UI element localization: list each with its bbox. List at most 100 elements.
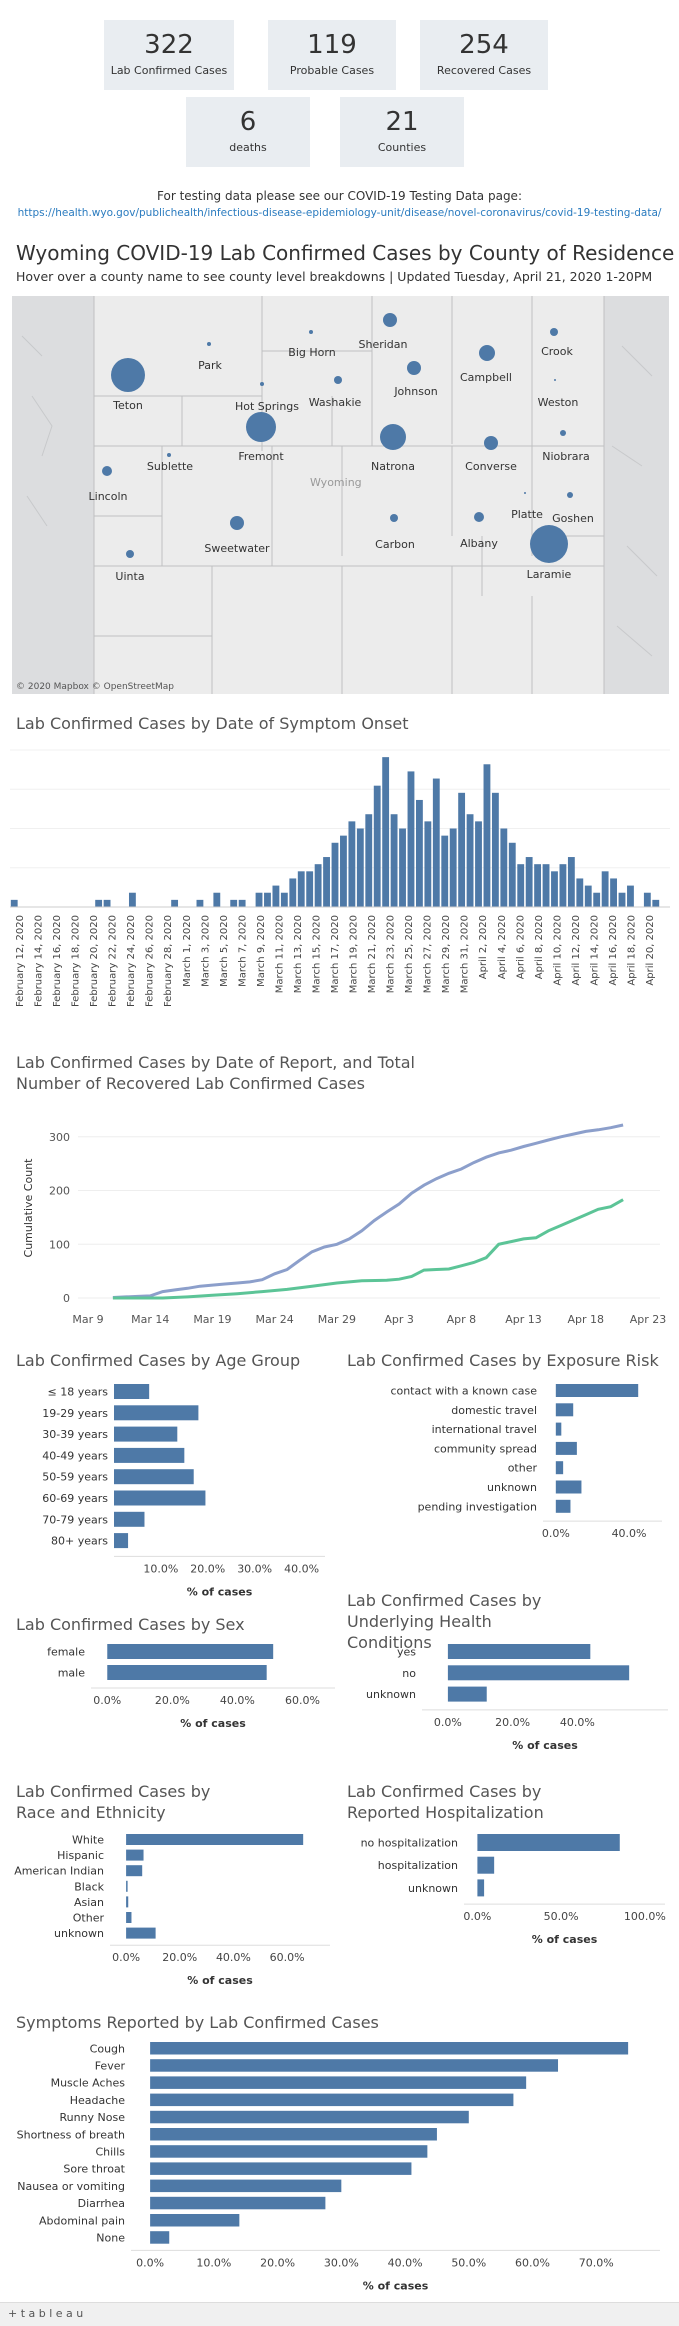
bar[interactable] <box>114 1405 199 1421</box>
bar[interactable] <box>643 892 651 907</box>
bar[interactable] <box>297 871 305 907</box>
bar[interactable] <box>356 828 364 908</box>
bar[interactable] <box>306 871 314 907</box>
county-marker-goshen[interactable] <box>567 492 573 498</box>
bar[interactable] <box>477 1879 485 1897</box>
race-ethnicity-chart[interactable]: White Hispanic American Indian Black Asian Ot… <box>0 1830 335 2010</box>
county-marker-campbell[interactable] <box>479 345 495 361</box>
bar[interactable] <box>508 842 516 907</box>
health-conditions-chart[interactable]: yes no unknown 0.0% 20.0% 40.0% % of cases <box>340 1640 670 1770</box>
bar[interactable] <box>114 1490 206 1506</box>
county-marker-big-horn[interactable] <box>309 330 313 334</box>
bar[interactable] <box>150 2179 342 2193</box>
bar[interactable] <box>555 1403 574 1417</box>
bar[interactable] <box>365 814 373 907</box>
bar[interactable] <box>126 1880 128 1892</box>
map-markers[interactable]: Sheridan Crook Park Big Horn Campbell Teton Jo… <box>89 313 594 583</box>
bar[interactable] <box>432 778 440 907</box>
bar[interactable] <box>150 2042 629 2055</box>
bar[interactable] <box>483 764 491 907</box>
bar[interactable] <box>114 1426 178 1442</box>
bar[interactable] <box>399 828 406 908</box>
symptom-onset-chart[interactable]: February 12, 2020 February 14, 2020 Februa… <box>10 742 670 1014</box>
county-marker-sweetwater[interactable] <box>230 516 244 530</box>
sex-chart[interactable]: female male 0.0% 20.0% 40.0% 60.0% % of cases <box>0 1640 335 1760</box>
age-group-chart[interactable]: ≤ 18 years 19-29 years 30-39 years 40-49 ye… <box>0 1380 335 1600</box>
bar[interactable] <box>171 899 179 907</box>
bar[interactable] <box>264 892 271 907</box>
bar[interactable] <box>289 878 297 907</box>
bar[interactable] <box>567 857 575 907</box>
bar[interactable] <box>517 864 525 907</box>
bar[interactable] <box>114 1533 129 1549</box>
bar[interactable] <box>126 1849 144 1861</box>
bar[interactable] <box>555 1441 577 1455</box>
series-line-0[interactable] <box>112 1123 624 1299</box>
bar[interactable] <box>424 821 432 907</box>
bar[interactable] <box>477 1856 495 1874</box>
bar[interactable] <box>150 2231 170 2244</box>
bar[interactable] <box>466 814 474 907</box>
bar[interactable] <box>447 1686 487 1702</box>
county-marker-park[interactable] <box>207 342 211 346</box>
county-marker-carbon[interactable] <box>390 514 398 522</box>
bar[interactable] <box>128 892 136 907</box>
hospitalization-chart[interactable]: no hospitalization hospitalization unknown… <box>340 1830 670 1970</box>
bar[interactable] <box>555 1499 571 1513</box>
bar[interactable] <box>114 1384 150 1399</box>
bar[interactable] <box>618 892 626 907</box>
county-marker-platte[interactable] <box>524 492 526 494</box>
bar[interactable] <box>272 885 280 907</box>
bar[interactable] <box>314 864 322 907</box>
testing-data-link[interactable]: https://health.wyo.gov/publichealth/infe… <box>17 207 662 219</box>
bar[interactable] <box>196 899 204 907</box>
bar[interactable] <box>555 1422 562 1436</box>
bar[interactable] <box>150 2110 469 2124</box>
bar[interactable] <box>555 1461 564 1475</box>
bar[interactable] <box>559 864 567 907</box>
county-marker-converse[interactable] <box>484 436 498 450</box>
bar[interactable] <box>415 799 423 907</box>
series-line-1[interactable] <box>112 1198 624 1300</box>
bar[interactable] <box>475 821 482 907</box>
bar[interactable] <box>213 892 221 907</box>
bar[interactable] <box>280 892 288 907</box>
bar[interactable] <box>348 821 356 907</box>
bar[interactable] <box>114 1447 185 1463</box>
bar[interactable] <box>150 2128 437 2141</box>
county-marker-crook[interactable] <box>550 328 558 336</box>
bar[interactable] <box>95 899 103 907</box>
bar[interactable] <box>555 1480 582 1494</box>
bar[interactable] <box>126 1834 304 1845</box>
bar[interactable] <box>477 1834 620 1851</box>
county-marker-hot-springs[interactable] <box>260 382 264 386</box>
tableau-logo[interactable]: + t a b l e a u <box>8 2307 84 2320</box>
bar[interactable] <box>491 792 499 907</box>
bar[interactable] <box>593 892 601 907</box>
bar[interactable] <box>542 864 550 907</box>
bar[interactable] <box>407 771 415 907</box>
bar[interactable] <box>627 885 634 907</box>
bar[interactable] <box>447 1644 591 1659</box>
bar[interactable] <box>150 2093 514 2107</box>
county-marker-fremont[interactable] <box>246 412 276 442</box>
county-map[interactable]: Wyoming Sheridan Crook Park Big Horn Campbel… <box>12 296 669 694</box>
bar[interactable] <box>652 899 660 907</box>
bar[interactable] <box>126 1927 156 1939</box>
cumulative-chart[interactable]: 0 100 200 300 Mar 9 Mar 14 Mar 19 Mar 24 Mar 29 A… <box>10 1110 670 1330</box>
county-marker-sublette[interactable] <box>167 453 171 457</box>
bar[interactable] <box>534 864 542 907</box>
bar[interactable] <box>500 828 508 908</box>
county-marker-laramie[interactable] <box>530 525 568 563</box>
county-marker-sheridan[interactable] <box>383 313 397 327</box>
county-marker-washakie[interactable] <box>334 376 342 384</box>
bar[interactable] <box>441 835 449 907</box>
bar[interactable] <box>150 2162 412 2175</box>
bar[interactable] <box>525 857 533 907</box>
county-marker-weston[interactable] <box>554 379 556 381</box>
county-marker-johnson[interactable] <box>407 361 421 375</box>
bar[interactable] <box>555 1384 639 1397</box>
symptoms-chart[interactable]: Cough Fever Muscle Aches Headache Runny Nose… <box>0 2038 670 2290</box>
bar[interactable] <box>107 1644 274 1659</box>
bar[interactable] <box>458 792 466 907</box>
